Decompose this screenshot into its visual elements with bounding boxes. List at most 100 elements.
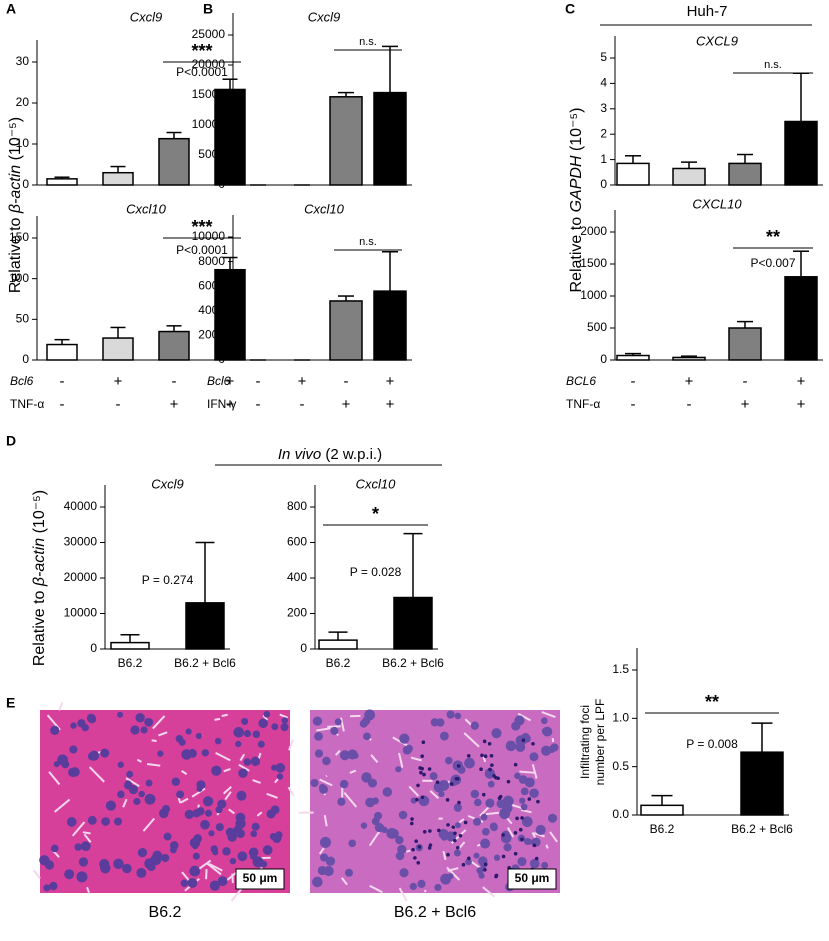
nucleus [250, 756, 261, 767]
x-tick-label: B6.2 [326, 656, 351, 670]
nucleus [540, 717, 548, 725]
nucleus [53, 761, 60, 768]
chart-title: Cxcl9 [151, 476, 184, 491]
factor-sign: + [797, 396, 806, 413]
nucleus [445, 756, 453, 765]
nucleus [180, 879, 189, 887]
nucleus [398, 810, 408, 820]
bar [110, 641, 150, 650]
label-part: Relative to [568, 212, 585, 292]
nucleus [473, 817, 482, 826]
y-tick-label: 6000 [198, 278, 225, 292]
nucleus [204, 809, 213, 817]
nucleus [429, 772, 438, 781]
factor-sign: - [60, 373, 65, 390]
infiltrate [483, 754, 488, 759]
scale-box [235, 868, 285, 890]
sinusoid [191, 787, 206, 798]
nucleus [169, 846, 177, 854]
nucleus [454, 822, 461, 829]
nucleus [163, 832, 172, 841]
nucleus [280, 723, 289, 732]
x-tick-label: B6.2 [650, 822, 675, 836]
factor-sign: - [631, 396, 636, 413]
infiltrate [456, 845, 460, 850]
y-tick-label: 0.0 [612, 807, 629, 821]
sinusoid [287, 786, 295, 797]
y-tick-label: 30000 [64, 535, 98, 549]
bar [740, 751, 784, 816]
nucleus [243, 729, 252, 738]
nucleus [136, 867, 147, 878]
nucleus [209, 880, 221, 891]
significance-label: ** [766, 227, 780, 247]
factor-sign: - [116, 396, 121, 413]
infiltrate [513, 851, 518, 856]
nucleus [217, 799, 227, 809]
sinusoid [531, 764, 538, 779]
nucleus [480, 838, 491, 849]
nucleus [117, 790, 125, 799]
factor-sign: - [60, 396, 65, 413]
y-tick-label: 20000 [192, 57, 226, 71]
nucleus [399, 733, 410, 744]
y-tick-label: 600 [287, 535, 307, 549]
infiltrate [427, 767, 432, 771]
y-tick-label: 0 [600, 177, 607, 191]
nucleus [541, 861, 549, 869]
sinusoid [482, 755, 487, 763]
infiltrate [501, 833, 505, 837]
nucleus [481, 827, 490, 836]
y-tick-label: 20 [16, 95, 30, 109]
nucleus [100, 748, 110, 758]
nucleus [361, 772, 372, 783]
nucleus [363, 732, 371, 741]
y-tick-label: 800 [287, 499, 307, 513]
factor-sign: + [298, 373, 307, 390]
nucleus [503, 843, 512, 852]
y-tick-label: 150 [9, 230, 29, 244]
nucleus [541, 745, 552, 756]
nucleus [470, 789, 480, 799]
sinusoid [152, 715, 166, 730]
y-tick-label: 1500 [580, 256, 607, 270]
infiltrate [451, 825, 456, 829]
sinusoid [279, 713, 288, 719]
factor-sign: - [687, 396, 692, 413]
infiltrate [489, 753, 494, 758]
nucleus [130, 725, 140, 735]
y-tick-label: 2 [600, 126, 607, 140]
y-tick-label: 100 [9, 271, 29, 285]
infiltrate [480, 753, 484, 758]
bar [393, 596, 433, 650]
nucleus [77, 719, 86, 728]
nucleus [101, 817, 110, 826]
nucleus [64, 869, 75, 880]
bar [672, 167, 706, 186]
nucleus [330, 726, 339, 735]
nucleus [440, 873, 452, 885]
nucleus [399, 868, 409, 878]
nucleus [61, 760, 70, 769]
sinusoid [398, 752, 404, 768]
nucleus [323, 865, 334, 877]
infiltrate [428, 843, 433, 847]
nucleus [493, 854, 501, 861]
p-value: P<0.007 [750, 256, 795, 270]
bar [640, 804, 684, 816]
factor-name: Bcl6 [10, 374, 34, 388]
sinusoid [507, 827, 515, 838]
sinusoid [340, 717, 345, 732]
nucleus [76, 871, 88, 883]
nucleus [68, 767, 78, 777]
y-tick-label: 0 [22, 352, 29, 366]
factor-sign: - [631, 373, 636, 390]
nucleus [192, 852, 200, 860]
nucleus [312, 716, 323, 726]
infiltrate [532, 843, 537, 848]
infiltrate [420, 754, 424, 758]
y-tick-label: 10 [16, 136, 30, 150]
nucleus [478, 872, 485, 879]
nucleus [438, 790, 445, 798]
nucleus [243, 758, 252, 766]
